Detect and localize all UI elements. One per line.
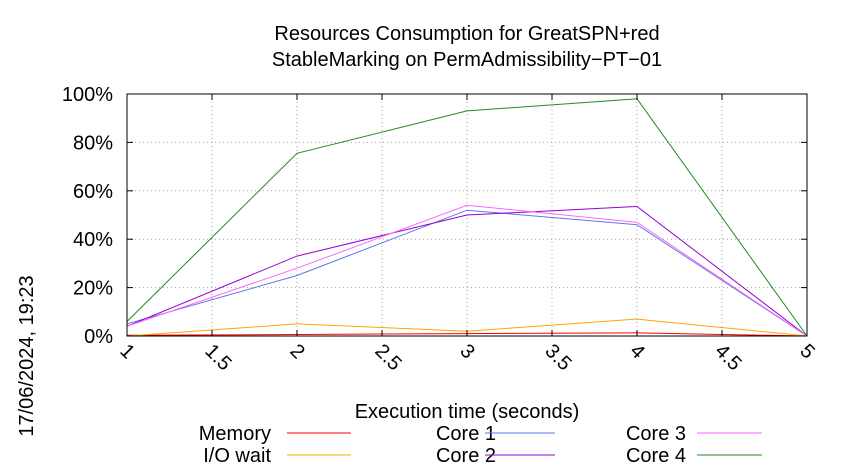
legend-item-core-2: Core 2 (436, 445, 555, 467)
chart-title-line2: StableMarking on PermAdmissibility−PT−01 (272, 49, 662, 71)
x-tick-label: 3 (455, 340, 478, 363)
y-tick-label: 0% (84, 326, 113, 348)
y-tick-label: 60% (73, 181, 113, 203)
x-tick-label: 2 (285, 340, 308, 363)
axis-ticks: 1 1.5 2 2.5 3 3.5 4 4.5 5 0% 20% 40% 60% 80% 100% (62, 84, 819, 375)
series-line-core-4 (126, 98, 808, 337)
y-tick-label: 100% (62, 84, 113, 106)
y-tick-label: 40% (73, 229, 113, 251)
legend-label: Core 2 (436, 445, 496, 467)
legend-item-i-o-wait: I/O wait (203, 445, 351, 467)
x-tick-label: 2.5 (370, 340, 405, 375)
x-tick-label: 4.5 (710, 340, 745, 375)
legend-label: Core 4 (626, 445, 686, 467)
x-tick-label: 3.5 (540, 340, 575, 375)
series-line-core-1 (126, 209, 808, 337)
legend-label: Core 1 (436, 423, 496, 445)
y-tick-label: 20% (73, 278, 113, 300)
chart-title-line1: Resources Consumption for GreatSPN+red (274, 23, 659, 45)
legend-item-memory: Memory (199, 423, 351, 445)
series-line-core-2 (126, 205, 808, 337)
legend-item-core-1: Core 1 (436, 423, 555, 445)
x-axis-label: Execution time (seconds) (355, 401, 580, 423)
legend-item-core-3: Core 3 (626, 423, 762, 445)
grid (127, 94, 807, 336)
legend-item-core-4: Core 4 (626, 445, 762, 467)
x-tick-label: 5 (795, 340, 818, 363)
series-line-core-3 (126, 204, 808, 337)
legend-label: I/O wait (203, 445, 271, 467)
y-tick-label: 80% (73, 132, 113, 154)
legend-label: Memory (199, 423, 271, 445)
legend-label: Core 3 (626, 423, 686, 445)
x-tick-label: 1 (115, 340, 138, 363)
x-tick-label: 4 (625, 340, 648, 363)
timestamp: 17/06/2024, 19:23 (16, 275, 38, 436)
x-tick-label: 1.5 (200, 340, 235, 375)
